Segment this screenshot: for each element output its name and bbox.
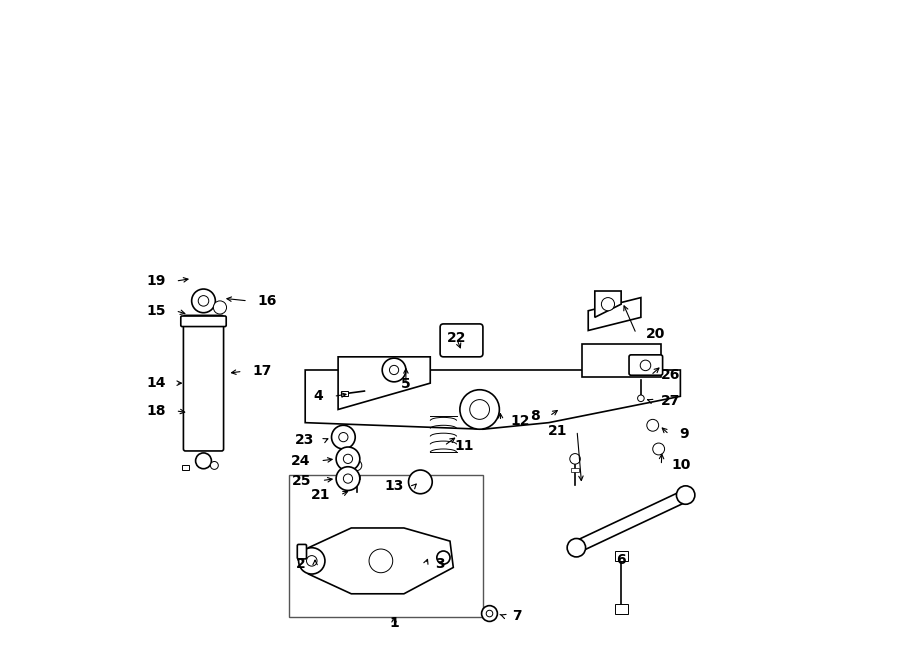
Circle shape (211, 461, 219, 469)
Circle shape (567, 539, 586, 557)
Text: 5: 5 (401, 377, 410, 391)
Circle shape (570, 453, 580, 464)
Polygon shape (589, 297, 641, 330)
Text: 22: 22 (446, 331, 466, 346)
Text: 23: 23 (295, 434, 314, 447)
Bar (615, 551, 627, 561)
Circle shape (390, 366, 399, 375)
Bar (182, 465, 189, 470)
Circle shape (382, 358, 406, 382)
Text: 2: 2 (295, 557, 305, 571)
Circle shape (482, 605, 498, 621)
Bar (572, 468, 579, 472)
Circle shape (331, 425, 356, 449)
Text: 21: 21 (548, 424, 567, 438)
Circle shape (198, 295, 209, 306)
FancyBboxPatch shape (297, 545, 307, 559)
Circle shape (409, 470, 432, 494)
Text: 1: 1 (389, 617, 399, 631)
Bar (353, 475, 361, 479)
Polygon shape (575, 488, 687, 555)
Text: 17: 17 (253, 364, 272, 378)
Text: 18: 18 (146, 404, 166, 418)
Text: 13: 13 (384, 479, 404, 494)
Circle shape (436, 551, 450, 564)
FancyBboxPatch shape (181, 316, 226, 327)
Circle shape (344, 474, 353, 483)
Text: 10: 10 (671, 459, 690, 473)
Text: 7: 7 (512, 609, 522, 623)
Text: 4: 4 (314, 389, 324, 403)
Circle shape (640, 360, 651, 371)
Circle shape (344, 454, 353, 463)
Circle shape (307, 556, 317, 566)
Circle shape (192, 289, 215, 313)
Circle shape (460, 390, 500, 429)
Circle shape (637, 395, 644, 402)
Text: 19: 19 (147, 274, 166, 288)
Text: 8: 8 (530, 409, 539, 423)
Text: 27: 27 (661, 394, 680, 408)
FancyBboxPatch shape (629, 355, 662, 375)
Text: 12: 12 (510, 414, 530, 428)
Circle shape (336, 467, 360, 490)
Polygon shape (338, 357, 430, 409)
FancyBboxPatch shape (184, 315, 223, 451)
Text: 25: 25 (292, 473, 311, 488)
Text: 24: 24 (291, 454, 310, 468)
Circle shape (677, 486, 695, 504)
Circle shape (299, 548, 325, 574)
Bar (341, 391, 348, 397)
Circle shape (336, 447, 360, 471)
Circle shape (486, 610, 493, 617)
Polygon shape (305, 370, 680, 429)
Text: 3: 3 (436, 557, 446, 571)
Text: 21: 21 (310, 488, 330, 502)
Text: 6: 6 (616, 553, 626, 566)
Circle shape (338, 432, 348, 442)
Circle shape (213, 301, 227, 314)
Text: 15: 15 (146, 304, 166, 318)
Bar (615, 603, 627, 613)
Circle shape (369, 549, 392, 572)
Circle shape (652, 443, 664, 455)
Circle shape (351, 460, 362, 471)
Circle shape (647, 419, 659, 431)
Text: 14: 14 (146, 376, 166, 390)
Circle shape (601, 297, 615, 311)
Bar (289, 475, 483, 617)
Text: 11: 11 (454, 439, 473, 453)
Text: 9: 9 (680, 428, 688, 442)
Polygon shape (309, 528, 454, 594)
Polygon shape (581, 344, 661, 377)
Circle shape (470, 400, 490, 419)
Text: 16: 16 (257, 294, 277, 308)
Text: 26: 26 (661, 368, 680, 382)
Circle shape (195, 453, 212, 469)
Text: 20: 20 (646, 327, 665, 341)
Polygon shape (595, 291, 621, 317)
FancyBboxPatch shape (440, 324, 483, 357)
